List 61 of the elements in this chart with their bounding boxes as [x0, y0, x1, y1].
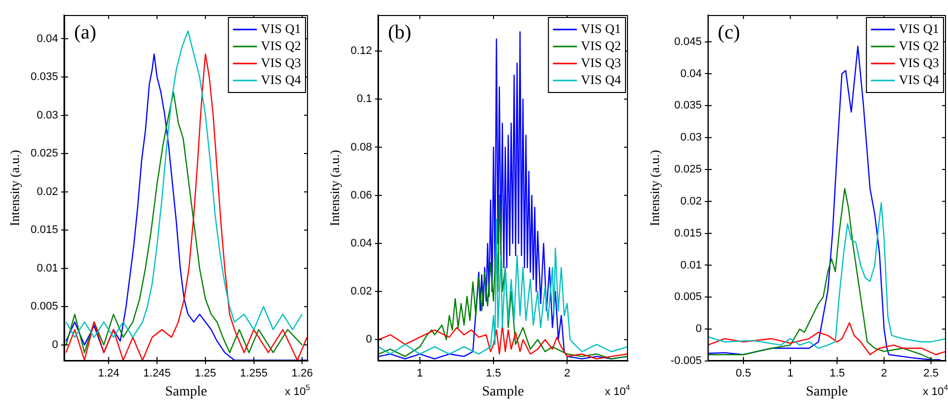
x-tick-label: 2.5	[923, 368, 939, 380]
x-axis-title: Sample	[165, 384, 208, 400]
annotation: (a)	[74, 21, 96, 44]
legend-label: VIS Q1	[898, 20, 940, 36]
legend-label: VIS Q3	[898, 54, 940, 70]
y-tick-label: 0.025	[30, 148, 58, 160]
x-tick-label: 2	[881, 368, 888, 380]
legend-label: VIS Q3	[580, 54, 622, 70]
y-tick-label: 0.03	[36, 109, 58, 122]
y-tick-label: 0.015	[30, 224, 58, 236]
y-tick-label: 0.02	[36, 186, 58, 198]
y-tick-label: 0.035	[674, 100, 702, 112]
y-axis-title: Intensity (a.u.)	[327, 150, 342, 226]
legend-label: VIS Q1	[580, 20, 622, 36]
legend-label: VIS Q2	[898, 38, 940, 53]
legend-label: VIS Q4	[260, 72, 302, 87]
legend-label: VIS Q3	[260, 54, 302, 70]
y-tick-label: 0.02	[350, 286, 372, 298]
x-axis-title: Sample	[482, 384, 524, 400]
annotation: (c)	[718, 21, 740, 44]
legend-label: VIS Q2	[580, 38, 622, 53]
y-tick-label: 0.045	[674, 36, 702, 48]
x-tick-label: 1.24	[98, 368, 120, 380]
legend-label: VIS Q4	[580, 72, 622, 87]
y-tick-label: 0	[696, 323, 702, 336]
y-tick-label: 0.015	[674, 227, 702, 240]
y-tick-label: 0	[52, 338, 58, 351]
y-tick-label: 0.005	[674, 291, 702, 304]
y-tick-label: 0.025	[674, 164, 702, 176]
x-tick-label: 1.25	[194, 368, 216, 380]
x-tick-label: 1.5	[830, 368, 845, 380]
y-axis-title: Intensity (a.u.)	[7, 150, 22, 226]
x-tick-label: 2	[564, 368, 570, 380]
x-tick-label: 1	[416, 368, 423, 380]
x-tick-label: 0.5	[736, 368, 752, 380]
y-tick-label: 0	[366, 334, 372, 346]
x-tick-label: 1.26	[291, 368, 313, 380]
y-tick-label: 0.005	[30, 300, 58, 313]
y-tick-label: 0.03	[680, 132, 702, 144]
y-tick-label: 0.08	[350, 141, 372, 154]
x-tick-label: 1.245	[143, 368, 171, 380]
y-tick-label: 0.04	[350, 237, 372, 250]
y-tick-label: 0.02	[680, 195, 702, 208]
y-tick-label: 0.1	[356, 93, 372, 106]
y-tick-label: 0.04	[36, 32, 58, 45]
y-tick-label: 0.04	[680, 68, 702, 80]
x-tick-label: 1.5	[486, 368, 502, 380]
y-tick-label: -0.005	[670, 355, 702, 368]
y-tick-label: 0.01	[680, 259, 702, 272]
y-tick-label: 0.12	[350, 45, 372, 58]
annotation: (b)	[388, 21, 412, 44]
y-tick-label: 0.035	[30, 71, 58, 84]
y-tick-label: 0.06	[350, 189, 372, 202]
x-axis-title: Sample	[806, 384, 848, 400]
y-tick-label: 0.01	[36, 262, 58, 274]
x-tick-label: 1	[787, 368, 794, 380]
x-tick-label: 1.255	[240, 368, 268, 380]
y-axis-title: Intensity (a.u.)	[647, 150, 662, 226]
legend-label: VIS Q2	[260, 38, 302, 53]
legend-label: VIS Q4	[898, 72, 940, 87]
legend-label: VIS Q1	[260, 20, 302, 36]
